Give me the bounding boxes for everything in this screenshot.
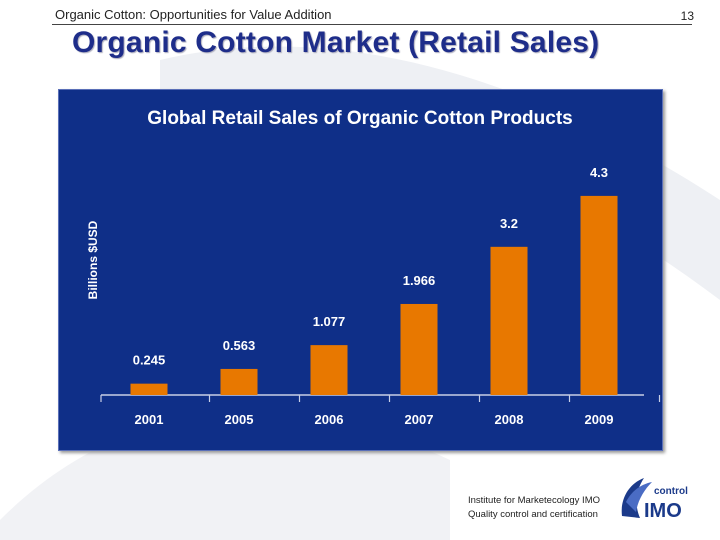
header-subtitle: Organic Cotton: Opportunities for Value … xyxy=(55,7,332,22)
x-tick-label-2007: 2007 xyxy=(405,412,434,427)
bar-2005 xyxy=(220,368,258,395)
page-number: 13 xyxy=(680,9,694,23)
header-divider xyxy=(52,24,692,25)
x-tick-label-2009: 2009 xyxy=(585,412,614,427)
imo-logo: control IMO xyxy=(621,478,688,522)
x-tick-label-2001: 2001 xyxy=(135,412,164,427)
chart-panel: Global Retail Sales of Organic Cotton Pr… xyxy=(58,89,663,451)
x-tick-label-2006: 2006 xyxy=(315,412,344,427)
footer-institute: Institute for Marketecology IMO xyxy=(468,495,600,506)
data-label-2006: 1.077 xyxy=(313,314,346,329)
data-label-2008: 3.2 xyxy=(500,216,518,231)
footer-tagline: Quality control and certification xyxy=(468,509,598,520)
bar-2006 xyxy=(310,345,348,395)
bar-chart: Global Retail Sales of Organic Cotton Pr… xyxy=(86,108,661,427)
bar-2009 xyxy=(580,195,618,395)
chart-title: Global Retail Sales of Organic Cotton Pr… xyxy=(147,108,572,129)
bar-2001 xyxy=(130,383,168,395)
logo-big-text: IMO xyxy=(644,500,682,522)
data-label-2001: 0.245 xyxy=(133,353,166,368)
data-label-2009: 4.3 xyxy=(590,165,608,180)
footer-text: Institute for Marketecology IMO Quality … xyxy=(468,494,600,522)
x-tick-label-2005: 2005 xyxy=(225,412,254,427)
logo-small-text: control xyxy=(654,486,688,497)
x-tick-label-2008: 2008 xyxy=(495,412,524,427)
bar-2008 xyxy=(490,246,528,395)
slide-title: Organic Cotton Market (Retail Sales) xyxy=(72,26,600,59)
bar-2007 xyxy=(400,303,438,395)
data-label-2007: 1.966 xyxy=(403,273,436,288)
data-label-2005: 0.563 xyxy=(223,338,256,353)
y-axis-label: Billions $USD xyxy=(86,220,100,299)
